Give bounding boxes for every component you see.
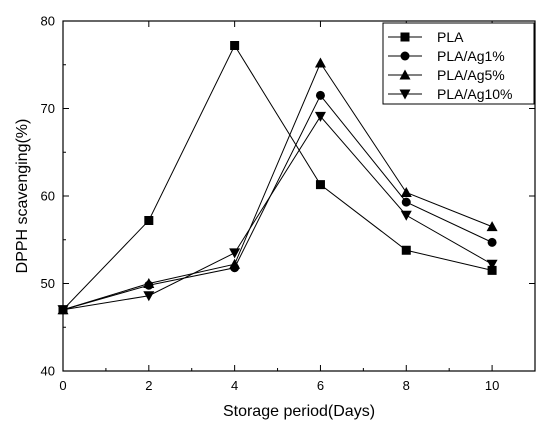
series-line-0 [62,44,493,311]
data-point-2-4 [400,187,412,197]
y-tick-label: 40 [41,364,55,379]
x-axis-title: Storage period(Days) [223,403,375,420]
y-tick-label: 60 [41,189,55,204]
data-point-1-4 [401,197,411,207]
legend-marker-2 [399,69,411,80]
series-line-2 [62,61,493,311]
x-tick-label: 10 [485,378,499,393]
data-point-0-1 [144,216,154,225]
x-tick-label: 6 [317,378,324,393]
data-point-2-3 [314,57,326,68]
legend-label-1: PLA/Ag1% [437,48,505,64]
data-point-3-4 [400,210,412,221]
x-tick-label: 0 [59,378,66,393]
data-point-1-5 [487,237,497,247]
data-point-1-3 [315,90,325,100]
legend-marker-1 [400,51,410,61]
y-tick-label: 50 [41,276,55,291]
data-point-2-1 [143,278,155,288]
data-point-0-4 [401,245,411,255]
data-point-2-2 [229,258,241,269]
legend-label-0: PLA [437,29,464,45]
legend-marker-3 [399,89,411,100]
x-tick-label: 8 [403,378,410,393]
series-markers [57,41,498,316]
legend-label-2: PLA/Ag5% [437,67,505,83]
data-point-0-2 [230,41,240,50]
data-point-3-2 [229,248,241,259]
data-point-2-5 [486,221,498,232]
series-line-1 [62,94,493,311]
x-tick-label: 2 [145,378,152,393]
series-lines [62,44,493,311]
data-point-3-1 [143,291,155,302]
data-point-0-5 [487,265,497,275]
y-tick-label: 70 [41,101,55,116]
data-point-3-5 [486,259,498,270]
x-tick-label: 4 [231,378,238,393]
data-point-3-0 [57,305,69,316]
data-point-0-3 [315,180,325,190]
data-point-3-3 [314,111,326,122]
legend-label-3: PLA/Ag10% [437,86,513,102]
legend-marker-0 [400,32,410,42]
series-line-3 [62,115,493,311]
legend: PLA PLA/Ag1% PLA/Ag5% PLA/Ag10% [382,22,535,105]
y-tick-label: 80 [41,14,55,29]
y-axis-title: DPPH scavenging(%) [14,119,31,274]
